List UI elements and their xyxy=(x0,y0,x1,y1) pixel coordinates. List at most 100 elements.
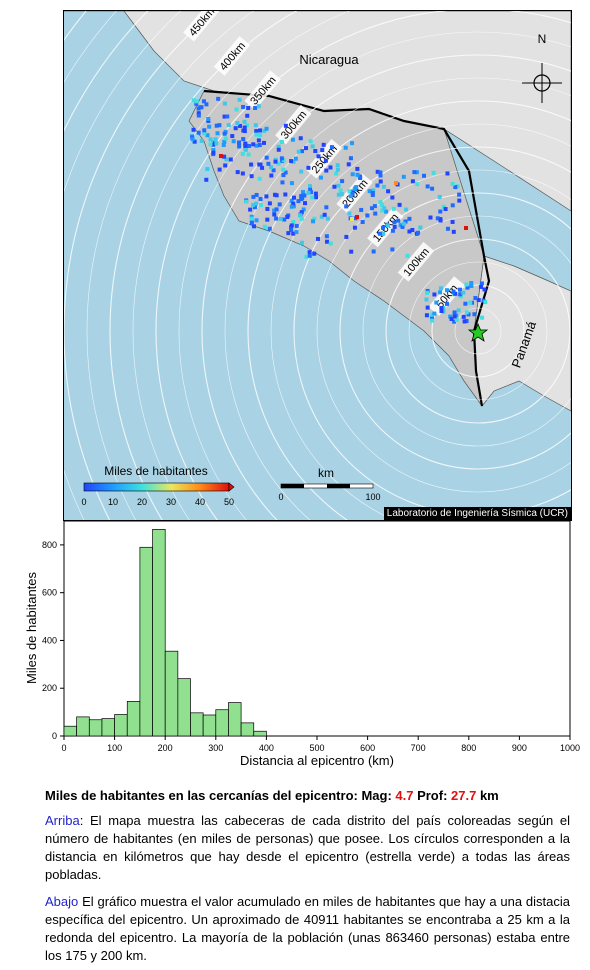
histogram-bar xyxy=(139,546,153,737)
district-point xyxy=(310,219,315,224)
district-point xyxy=(202,128,207,133)
district-point xyxy=(407,216,412,221)
district-point xyxy=(370,206,375,211)
distance-ring xyxy=(454,307,502,355)
district-point xyxy=(228,157,233,162)
distance-ring xyxy=(339,192,571,470)
district-point xyxy=(438,218,443,223)
district-point xyxy=(257,162,262,167)
district-point xyxy=(214,141,219,146)
district-point xyxy=(396,218,401,223)
district-point xyxy=(312,216,317,221)
district-point xyxy=(334,171,339,176)
district-point xyxy=(432,311,437,316)
district-point xyxy=(308,139,313,144)
district-point xyxy=(377,231,382,236)
district-point xyxy=(371,188,376,193)
x-axis-ticks: 0 100 200 300 400 500 600 700 800 900 1000 xyxy=(61,736,580,753)
district-point xyxy=(367,189,372,194)
district-point xyxy=(315,236,320,241)
district-point xyxy=(194,101,199,106)
district-point xyxy=(251,142,256,147)
district-point xyxy=(450,181,455,186)
district-point xyxy=(211,150,216,155)
district-point xyxy=(455,184,460,189)
district-point xyxy=(329,145,334,150)
district-point xyxy=(381,184,386,189)
district-point xyxy=(306,165,311,170)
district-point xyxy=(421,173,426,178)
district-point xyxy=(254,201,259,206)
district-point xyxy=(258,203,263,208)
district-point xyxy=(461,314,466,319)
histogram-bar xyxy=(126,701,141,737)
district-point xyxy=(384,209,389,214)
x-tick-label: 0 xyxy=(61,743,66,753)
district-point xyxy=(472,312,477,317)
district-point xyxy=(273,159,278,164)
district-point xyxy=(294,230,299,235)
district-point xyxy=(237,140,242,145)
district-point xyxy=(304,254,309,259)
district-point xyxy=(450,219,455,224)
depth-value: 27.7 xyxy=(451,788,477,803)
district-point xyxy=(289,159,294,164)
y-axis-ticks: 0 200 400 600 800 xyxy=(42,540,64,741)
district-point xyxy=(321,142,326,147)
district-point xyxy=(269,173,274,178)
district-point xyxy=(199,105,204,110)
district-point xyxy=(410,179,415,184)
district-point xyxy=(451,229,456,234)
histogram-bar xyxy=(177,678,191,737)
district-point xyxy=(214,123,219,128)
district-point xyxy=(245,113,250,118)
district-point xyxy=(251,194,256,199)
district-point xyxy=(401,221,406,226)
district-point xyxy=(302,193,307,198)
district-point xyxy=(458,294,463,299)
distance-ring xyxy=(132,11,351,520)
x-tick-label: 900 xyxy=(512,743,527,753)
district-point xyxy=(219,154,223,158)
district-point xyxy=(392,224,397,229)
district-point xyxy=(360,220,365,225)
district-point xyxy=(223,163,228,168)
district-point xyxy=(221,142,226,147)
distance-ring xyxy=(109,11,298,520)
district-point xyxy=(277,202,282,207)
district-point xyxy=(310,195,315,200)
map-panel: 50km 100km 150km 200km 250km 300km 350km 400km 4… xyxy=(63,10,572,521)
district-point xyxy=(217,123,222,128)
distance-ring xyxy=(155,11,571,520)
district-point xyxy=(355,166,360,171)
district-point xyxy=(190,137,195,142)
distance-ring xyxy=(362,215,571,447)
district-point xyxy=(241,104,246,109)
district-point xyxy=(235,170,240,175)
distance-ring xyxy=(408,261,548,401)
y-tick-label: 600 xyxy=(42,588,57,598)
district-point xyxy=(386,189,391,194)
district-point xyxy=(340,179,345,184)
district-point xyxy=(463,301,468,306)
district-point xyxy=(390,247,395,252)
distance-ring xyxy=(178,31,571,520)
distance-ring xyxy=(270,123,571,520)
distance-rings xyxy=(64,11,571,520)
district-point xyxy=(371,249,376,254)
district-point xyxy=(283,170,288,175)
district-point xyxy=(318,175,323,180)
district-point xyxy=(314,195,319,200)
district-point xyxy=(359,207,364,212)
district-point xyxy=(434,300,439,305)
district-point xyxy=(464,226,468,230)
district-point xyxy=(313,191,318,196)
colorbar xyxy=(83,482,230,492)
district-point xyxy=(256,104,261,109)
district-point xyxy=(466,312,471,317)
x-tick-label: 800 xyxy=(461,743,476,753)
district-point xyxy=(339,192,344,197)
district-point xyxy=(415,182,420,187)
district-point xyxy=(435,216,440,221)
histogram-bar xyxy=(202,714,217,737)
